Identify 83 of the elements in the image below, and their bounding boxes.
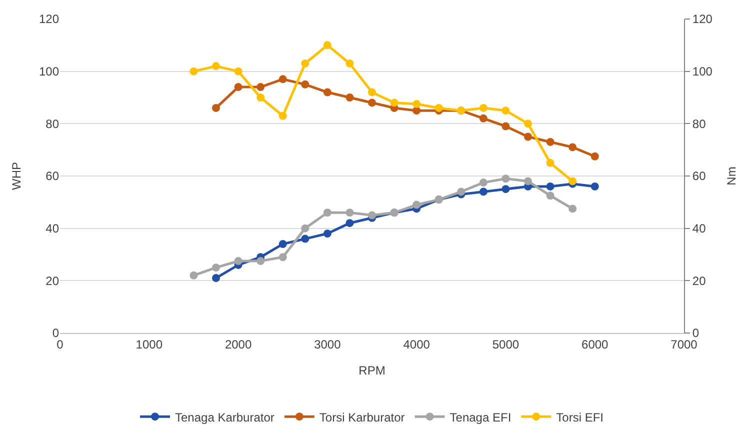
point <box>346 219 354 228</box>
y2-axis-title: Nm <box>724 166 739 186</box>
x-axis-title: RPM <box>358 363 386 378</box>
legend-label: Torsi EFI <box>556 410 604 424</box>
point <box>479 188 488 196</box>
point <box>212 264 220 272</box>
point <box>568 204 577 213</box>
y2-tick-label: 100 <box>692 64 713 79</box>
point <box>234 257 242 266</box>
y-axis-title: WHP <box>9 162 24 190</box>
point <box>323 88 332 96</box>
point <box>212 62 220 70</box>
point <box>346 59 354 68</box>
y-tick-label: 120 <box>38 12 60 26</box>
point <box>502 106 510 115</box>
point <box>190 271 198 280</box>
point <box>212 274 220 282</box>
point <box>301 224 310 232</box>
point <box>256 94 265 102</box>
point <box>278 112 287 120</box>
point <box>234 83 242 92</box>
point <box>546 192 554 200</box>
legend-label: Tenaga EFI <box>450 410 512 424</box>
y2-tick-label: 40 <box>692 222 706 236</box>
point <box>479 114 488 122</box>
legend-label: Tenaga Karburator <box>175 410 274 424</box>
x-tick-label: 2000 <box>224 337 252 352</box>
y-tick-label: 100 <box>38 64 60 79</box>
point <box>412 200 421 209</box>
x-tick-label: 5000 <box>492 337 520 352</box>
y-tick-label: 60 <box>46 169 60 184</box>
point <box>568 177 577 186</box>
point <box>212 104 220 112</box>
point <box>546 138 554 146</box>
point <box>368 211 376 220</box>
point <box>368 98 376 107</box>
y2-tick-label: 60 <box>692 169 706 184</box>
point <box>590 152 599 160</box>
point <box>502 185 510 194</box>
point <box>524 132 532 141</box>
point <box>524 177 532 186</box>
y-tick-label: 20 <box>46 274 60 288</box>
point <box>323 230 332 238</box>
point <box>368 88 376 96</box>
point <box>346 208 354 217</box>
y-tick-label: 0 <box>52 326 60 340</box>
legend-label: Torsi Karburator <box>319 410 405 424</box>
point <box>190 67 198 76</box>
point <box>434 104 443 112</box>
x-tick-label: 6000 <box>582 337 609 352</box>
y2-tick-label: 80 <box>692 116 706 131</box>
point <box>256 257 265 266</box>
point <box>546 158 554 167</box>
y2-tick-label: 20 <box>692 274 706 288</box>
point <box>568 143 577 152</box>
point <box>457 188 466 196</box>
point <box>346 94 354 102</box>
point <box>390 98 398 107</box>
x-tick-label: 4000 <box>403 337 430 352</box>
point <box>301 59 310 68</box>
point <box>278 75 287 84</box>
x-tick-label: 1000 <box>136 337 163 352</box>
point <box>590 182 599 190</box>
point <box>412 106 421 115</box>
y-tick-label: 80 <box>46 116 60 131</box>
point <box>502 122 510 130</box>
point <box>278 253 287 262</box>
point <box>502 174 510 183</box>
point <box>412 100 421 108</box>
point <box>323 41 332 50</box>
point <box>234 67 242 76</box>
point <box>301 234 310 243</box>
point <box>278 240 287 248</box>
y-tick-label: 40 <box>46 222 60 236</box>
point <box>323 208 332 217</box>
y2-tick-label: 120 <box>692 12 713 26</box>
point <box>479 104 488 112</box>
point <box>524 120 532 128</box>
x-tick-label: 3000 <box>314 337 342 352</box>
point <box>256 83 265 92</box>
point <box>546 182 554 190</box>
point <box>301 80 310 88</box>
point <box>479 178 488 187</box>
